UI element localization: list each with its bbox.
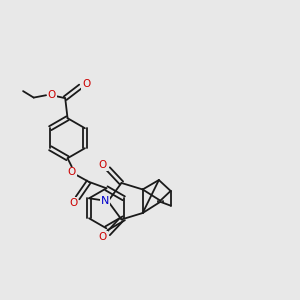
Text: O: O (68, 167, 76, 177)
Text: O: O (69, 198, 78, 208)
Text: O: O (99, 160, 107, 170)
Text: N: N (101, 196, 110, 206)
Text: O: O (99, 232, 107, 242)
Text: O: O (82, 79, 91, 89)
Text: O: O (48, 90, 56, 100)
